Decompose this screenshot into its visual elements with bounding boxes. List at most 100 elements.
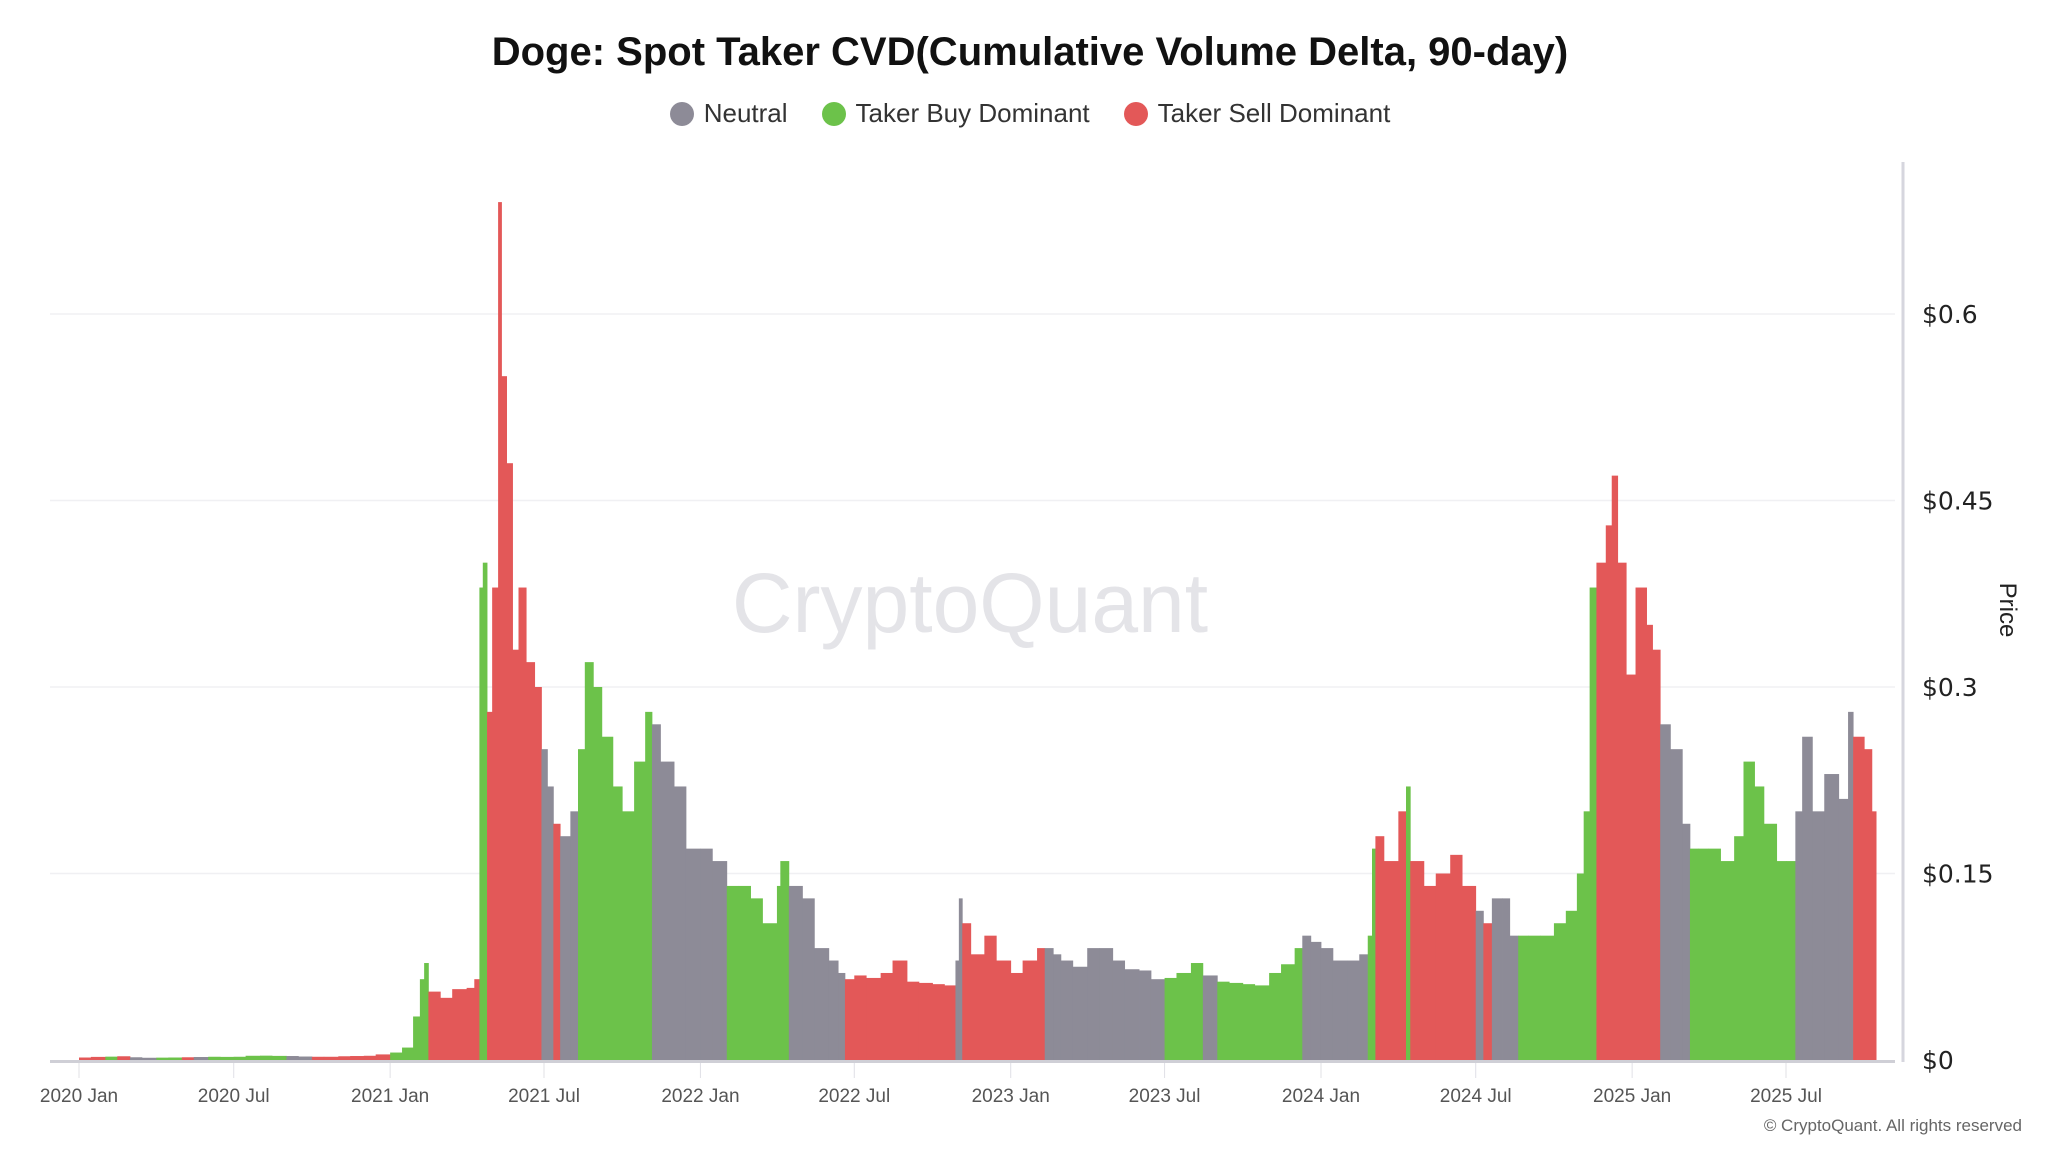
price-bar: [338, 1056, 351, 1060]
price-bar: [1763, 823, 1778, 1060]
price-bar: [700, 848, 713, 1060]
price-bar: [541, 749, 548, 1060]
price-bar: [1652, 649, 1661, 1060]
price-bar: [534, 687, 542, 1060]
price-bar: [570, 811, 579, 1060]
price-bar: [1462, 885, 1477, 1060]
price-bar: [323, 1056, 339, 1060]
price-bar: [1518, 935, 1529, 1060]
price-bar: [1698, 848, 1710, 1060]
x-tick-label: 2025 Jan: [1593, 1086, 1671, 1107]
price-bar: [402, 1047, 414, 1060]
price-bar: [1242, 984, 1256, 1060]
price-bar: [1786, 861, 1796, 1060]
price-bar: [1682, 823, 1691, 1060]
price-bar: [501, 376, 508, 1061]
price-bar: [1776, 861, 1787, 1060]
price-bar: [260, 1055, 273, 1060]
y-axis: $0 $0.15 $0.3 $0.45 $0.6: [1901, 162, 1994, 1075]
price-bar: [440, 997, 453, 1060]
price-bar: [208, 1056, 221, 1060]
price-bar: [298, 1056, 313, 1060]
price-bar: [1491, 898, 1503, 1060]
price-bar: [452, 989, 468, 1060]
price-bar: [776, 885, 781, 1060]
price-bar: [1044, 948, 1054, 1060]
price-bar: [844, 979, 855, 1060]
price-bar: [1635, 587, 1647, 1060]
price-bar: [1398, 811, 1407, 1060]
legend-item-buy[interactable]: Taker Buy Dominant: [821, 98, 1090, 129]
price-bar: [1565, 910, 1578, 1060]
price-bar: [651, 724, 661, 1060]
price-bar: [866, 977, 882, 1060]
legend-dot: [669, 101, 694, 126]
price-bar: [105, 1056, 118, 1060]
x-tick-label: 2025 Jul: [1750, 1086, 1822, 1107]
legend-item-sell[interactable]: Taker Sell Dominant: [1123, 98, 1390, 129]
price-bar: [424, 963, 429, 1060]
price-bar: [906, 981, 920, 1060]
price-bar: [1072, 966, 1088, 1060]
price-bar: [622, 811, 635, 1060]
y-tick-label: $0.15: [1922, 860, 1994, 889]
price-bar: [1302, 935, 1312, 1060]
price-bar: [1611, 475, 1619, 1061]
price-bar: [181, 1057, 195, 1060]
price-bar: [1310, 941, 1322, 1060]
price-bar: [1720, 861, 1735, 1060]
price-bar: [984, 935, 997, 1060]
price-bar: [518, 587, 527, 1060]
price-bar: [1553, 923, 1567, 1060]
price-bar: [578, 749, 586, 1060]
price-bar: [482, 562, 488, 1060]
price-bar: [512, 649, 519, 1060]
price-bar: [601, 736, 614, 1060]
price-bar: [375, 1054, 391, 1060]
price-bar: [1576, 873, 1585, 1060]
price-bar: [130, 1057, 143, 1060]
bars: [79, 202, 1877, 1061]
price-bar: [363, 1055, 377, 1060]
price-bar: [1660, 724, 1671, 1060]
price-bar: [612, 786, 623, 1060]
price-bar: [1734, 836, 1744, 1060]
x-tick-label: 2022 Jul: [818, 1086, 890, 1107]
price-bar: [1864, 749, 1873, 1060]
price-bar: [492, 587, 499, 1060]
price-bar: [1596, 562, 1607, 1060]
price-bar: [1359, 954, 1369, 1060]
price-bar: [90, 1056, 106, 1060]
price-bar: [1112, 960, 1126, 1060]
price-bar: [1053, 954, 1062, 1060]
legend-item-neutral[interactable]: Neutral: [669, 98, 788, 129]
price-bar: [1037, 948, 1046, 1060]
price-bar: [1626, 674, 1636, 1060]
price-bar: [814, 948, 830, 1060]
price-bar: [390, 1052, 403, 1060]
price-bar: [1406, 786, 1411, 1060]
price-bar: [479, 587, 484, 1060]
price-bar: [593, 687, 603, 1060]
price-bar: [996, 960, 1012, 1060]
price-bar: [1375, 836, 1385, 1060]
price-bar: [838, 972, 846, 1060]
price-bar: [1410, 861, 1425, 1060]
price-bar: [1176, 972, 1192, 1060]
price-bar: [233, 1056, 247, 1060]
price-bar: [311, 1056, 325, 1060]
price-bar: [955, 960, 960, 1060]
price-bar: [1853, 736, 1865, 1060]
price-bar: [1164, 977, 1177, 1060]
chart-title: Doge: Spot Taker CVD(Cumulative Volume D…: [491, 30, 1569, 74]
price-bar: [645, 711, 653, 1060]
price-bar: [738, 885, 751, 1060]
price-bar: [1010, 972, 1024, 1060]
x-tick-label: 2020 Jan: [40, 1086, 118, 1107]
price-bar: [944, 985, 956, 1060]
price-bar: [547, 786, 554, 1060]
price-bar: [1475, 910, 1484, 1060]
price-bar: [487, 711, 493, 1060]
price-bar: [1217, 981, 1230, 1060]
price-bar: [156, 1057, 169, 1060]
